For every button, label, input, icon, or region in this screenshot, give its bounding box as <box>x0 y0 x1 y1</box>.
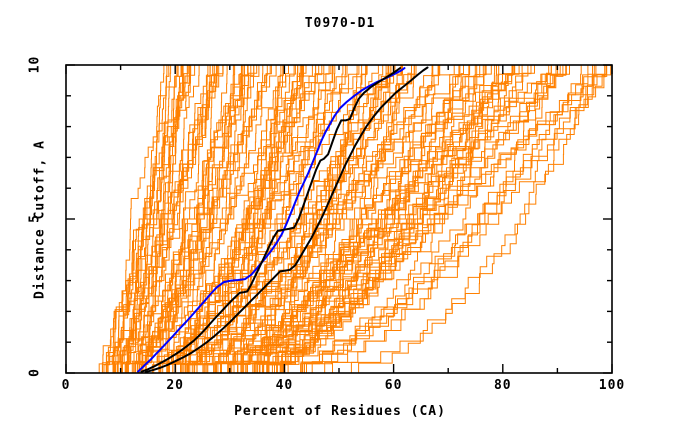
background-model-curve <box>148 65 296 374</box>
background-model-curve <box>103 65 168 374</box>
background-model-curve <box>212 65 455 374</box>
background-model-curve <box>127 65 255 374</box>
background-model-curve <box>98 65 215 374</box>
background-model-curve <box>273 65 612 374</box>
background-model-curve <box>239 65 497 374</box>
background-model-curve <box>130 65 260 374</box>
background-model-curve <box>105 65 178 374</box>
background-model-curve <box>153 65 295 374</box>
page-title: T0970-D1 <box>304 16 376 31</box>
background-model-curve <box>239 65 513 374</box>
y-tick-label: 0 <box>27 368 43 377</box>
x-axis-title: Percent of Residues (CA) <box>234 404 446 419</box>
background-model-curve <box>140 65 272 374</box>
background-model-curve <box>277 65 606 374</box>
x-tick-label: 60 <box>384 378 403 393</box>
background-model-curve <box>267 65 567 374</box>
background-model-curve <box>125 65 211 374</box>
background-model-curve <box>161 65 330 374</box>
x-tick-label: 0 <box>61 378 71 393</box>
background-model-curve <box>205 65 415 374</box>
highlighted-model-curves <box>137 66 429 374</box>
y-tick-label: 10 <box>27 55 43 74</box>
background-model-curve <box>105 65 196 374</box>
background-model-curve <box>192 65 389 374</box>
background-model-curve <box>138 65 289 374</box>
background-model-curve <box>133 65 252 374</box>
background-model-curve <box>182 65 368 374</box>
model-curve-black-model-2 <box>144 66 429 374</box>
background-model-curve <box>180 65 392 374</box>
background-model-curve <box>133 65 258 374</box>
background-model-curve <box>252 65 550 374</box>
background-model-curve <box>294 65 606 374</box>
x-tick-label: 80 <box>493 378 512 393</box>
background-model-curve <box>147 65 284 374</box>
model-curve-blue-model <box>137 67 406 373</box>
model-curve-black-model-1 <box>140 67 402 373</box>
background-model-curve <box>185 65 417 374</box>
background-model-curve <box>171 65 325 374</box>
background-model-curve <box>151 65 307 374</box>
background-model-curve <box>185 65 403 374</box>
background-model-curve <box>265 65 570 374</box>
background-model-curve <box>211 65 440 374</box>
background-model-curve <box>138 65 249 374</box>
background-model-curve <box>214 65 460 374</box>
background-model-curve <box>291 65 607 374</box>
x-tick-label: 100 <box>598 378 626 393</box>
background-model-curve <box>125 65 255 374</box>
background-model-curve <box>123 65 249 374</box>
background-model-curve <box>133 65 277 374</box>
background-model-curve <box>124 65 214 374</box>
x-tick-label: 40 <box>275 378 294 393</box>
background-model-curve <box>270 65 589 374</box>
background-model-curves <box>83 65 612 374</box>
background-model-curve <box>186 65 384 374</box>
background-model-curve <box>261 65 582 374</box>
background-model-curve <box>281 65 608 374</box>
background-model-curve <box>235 65 481 374</box>
background-model-curve <box>263 65 564 374</box>
background-model-curve <box>103 65 224 374</box>
background-model-curve <box>265 65 557 374</box>
background-model-curve <box>258 65 567 374</box>
background-model-curve <box>113 65 211 374</box>
x-tick-label: 20 <box>166 378 185 393</box>
background-model-curve <box>149 65 304 374</box>
background-model-curve <box>245 65 559 374</box>
background-model-curve <box>142 65 298 374</box>
axes-frame <box>65 64 613 374</box>
y-tick-label: 5 <box>27 214 43 223</box>
background-model-curve <box>124 65 224 374</box>
